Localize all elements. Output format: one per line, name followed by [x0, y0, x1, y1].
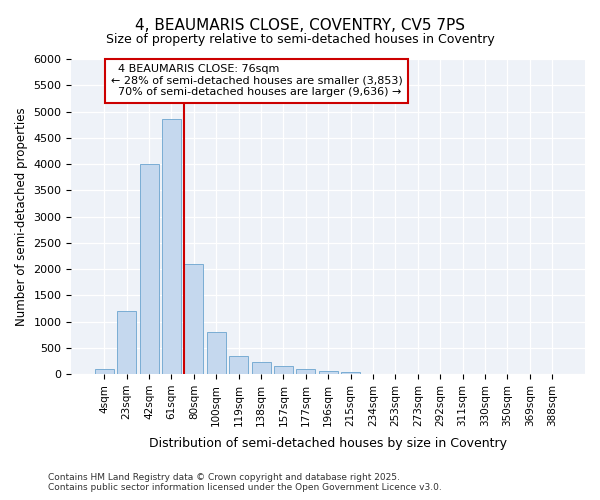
Bar	[140, 164, 158, 374]
Bar	[117, 311, 136, 374]
Bar	[184, 264, 203, 374]
Bar	[341, 372, 360, 374]
Bar	[274, 366, 293, 374]
X-axis label: Distribution of semi-detached houses by size in Coventry: Distribution of semi-detached houses by …	[149, 437, 507, 450]
Bar	[319, 372, 338, 374]
Text: 4 BEAUMARIS CLOSE: 76sqm
← 28% of semi-detached houses are smaller (3,853)
  70%: 4 BEAUMARIS CLOSE: 76sqm ← 28% of semi-d…	[111, 64, 403, 98]
Bar	[296, 369, 316, 374]
Bar	[207, 332, 226, 374]
Bar	[162, 120, 181, 374]
Text: Size of property relative to semi-detached houses in Coventry: Size of property relative to semi-detach…	[106, 32, 494, 46]
Text: 4, BEAUMARIS CLOSE, COVENTRY, CV5 7PS: 4, BEAUMARIS CLOSE, COVENTRY, CV5 7PS	[135, 18, 465, 32]
Text: Contains HM Land Registry data © Crown copyright and database right 2025.
Contai: Contains HM Land Registry data © Crown c…	[48, 473, 442, 492]
Bar	[229, 356, 248, 374]
Bar	[95, 369, 114, 374]
Bar	[251, 362, 271, 374]
Y-axis label: Number of semi-detached properties: Number of semi-detached properties	[15, 107, 28, 326]
